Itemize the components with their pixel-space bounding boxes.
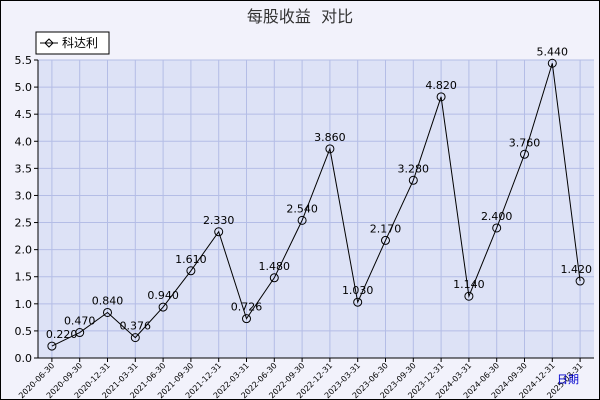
data-label: 0.376 [120, 320, 152, 333]
data-point [353, 297, 363, 307]
y-tick-label: 4.5 [15, 108, 33, 121]
y-tick-label: 2.5 [15, 217, 33, 230]
data-point [75, 328, 85, 338]
legend-box [35, 31, 110, 55]
data-label: 1.420 [561, 263, 593, 276]
data-label: 1.140 [453, 278, 485, 291]
x-axis-ticks: 2020-06-302020-09-302020-12-312021-03-31… [17, 358, 585, 400]
y-tick-label: 1.5 [15, 271, 33, 284]
data-label: 2.330 [203, 214, 235, 227]
data-point [520, 149, 529, 159]
y-tick-label: 5.5 [15, 54, 33, 67]
data-point [297, 215, 307, 225]
y-tick-label: 5.0 [15, 81, 33, 94]
data-label: 0.940 [147, 289, 179, 302]
data-label: 5.440 [537, 45, 569, 58]
data-label: 4.820 [425, 79, 457, 92]
y-tick-label: 3.0 [15, 189, 33, 202]
data-point [408, 175, 418, 185]
data-point [269, 273, 279, 283]
y-tick-label: 3.5 [15, 162, 33, 175]
data-point [436, 92, 446, 102]
plot-area [38, 60, 594, 358]
data-point [464, 291, 474, 301]
chart-title: 每股收益 对比 [247, 7, 353, 26]
y-tick-label: 2.0 [15, 244, 33, 257]
data-point [381, 235, 390, 245]
data-label: 1.610 [175, 253, 207, 266]
data-point [214, 227, 224, 237]
x-axis-label: 日期 [557, 373, 579, 386]
y-tick-label: 0.5 [15, 325, 33, 338]
data-label: 1.030 [342, 284, 374, 297]
data-label: 0.840 [92, 294, 124, 307]
data-label: 0.220 [46, 328, 78, 341]
y-axis-ticks: 0.0 0.5 1.0 1.5 2.0 2.5 3.0 3.5 4.0 4.5 5.0 5.5 [15, 54, 38, 365]
data-point [325, 144, 335, 154]
y-tick-label: 4.0 [15, 135, 33, 148]
data-label: 3.860 [314, 131, 346, 144]
data-label: 3.280 [398, 162, 430, 175]
y-tick-label: 0.0 [15, 352, 33, 365]
data-label: 2.540 [286, 202, 318, 215]
data-label: 3.760 [509, 136, 541, 149]
data-point [158, 302, 168, 312]
legend: 科达利 [35, 31, 110, 55]
series-line [51, 63, 581, 347]
data-label: 0.470 [64, 315, 96, 328]
data-label: 2.170 [370, 222, 402, 235]
data-point [547, 58, 557, 68]
axes [37, 60, 594, 359]
legend-label: 科达利 [62, 36, 98, 50]
data-point [130, 333, 140, 343]
data-point [242, 314, 251, 324]
legend-marker-diamond-icon [44, 38, 54, 48]
y-tick-label: 1.0 [15, 298, 33, 311]
data-label: 1.480 [259, 260, 291, 273]
data-point [575, 276, 585, 286]
grid-lines [38, 59, 594, 359]
data-point [186, 266, 196, 276]
data-label: 2.400 [481, 210, 513, 223]
data-point [47, 341, 57, 351]
data-point [103, 307, 112, 317]
data-label: 0.726 [231, 301, 263, 314]
data-point [492, 223, 502, 233]
